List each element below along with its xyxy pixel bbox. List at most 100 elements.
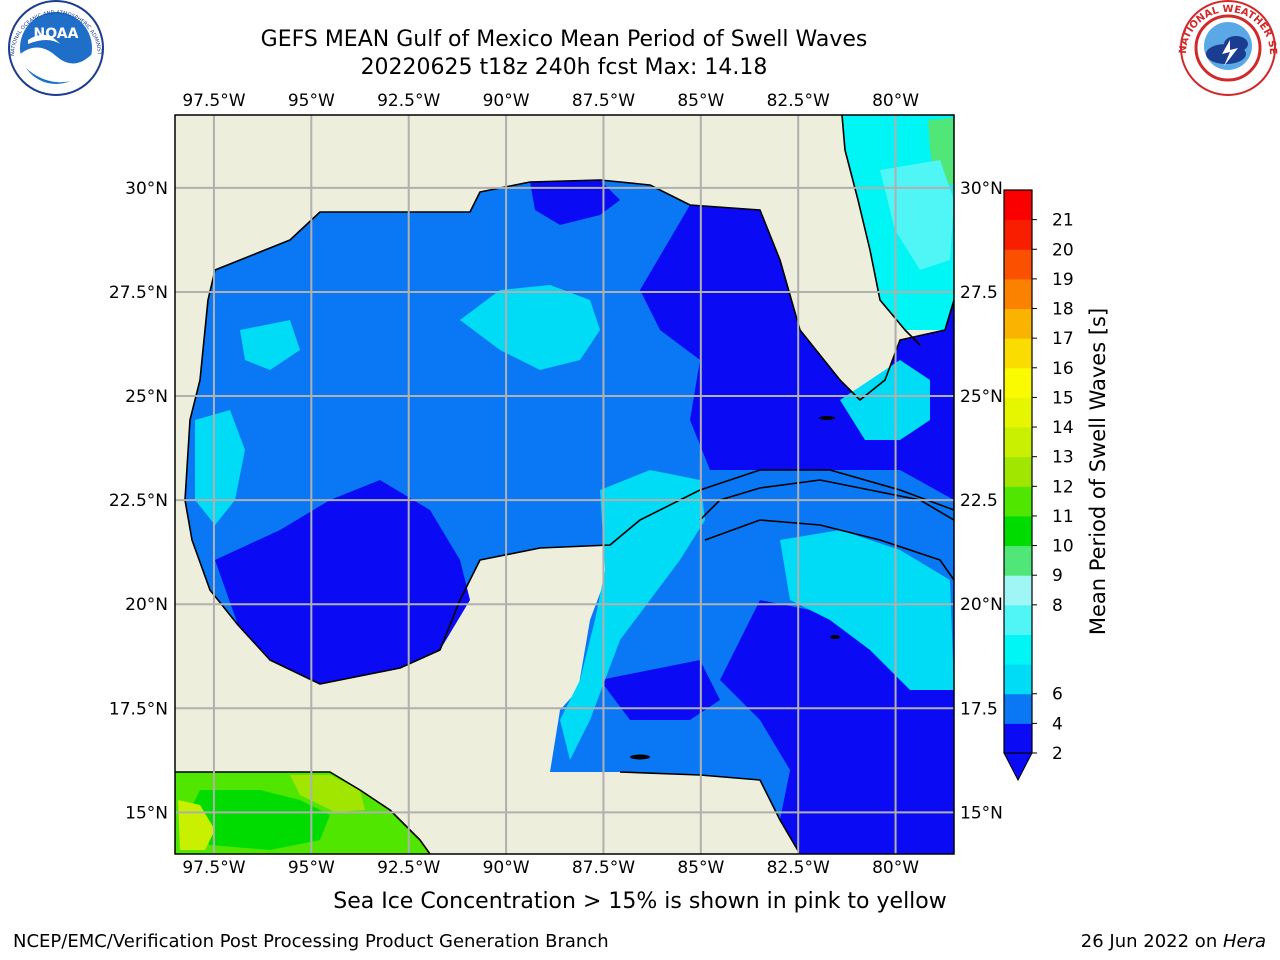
pacific-patch — [185, 790, 330, 850]
short-period-patch — [530, 180, 620, 225]
colorbar-tick-label: 9 — [1052, 566, 1063, 586]
colorbar-swatch — [1004, 367, 1032, 398]
colorbar-swatch — [1004, 397, 1032, 428]
colorbar-tick-label: 14 — [1052, 418, 1074, 438]
footer-date: 26 Jun 2022 on Hera — [1081, 931, 1266, 952]
lon-tick-label: 85°W — [677, 858, 724, 878]
colorbar-swatch — [1004, 190, 1032, 221]
mid-period-patch — [560, 470, 705, 760]
colorbar-border — [1003, 189, 1033, 754]
lon-tick-label: 82.5°W — [767, 91, 830, 111]
short-period-patch — [600, 660, 720, 720]
colorbar-swatch — [1004, 604, 1032, 635]
colorbar-tick-label: 12 — [1052, 477, 1074, 497]
swell-period-field — [175, 115, 954, 854]
coastline-cuba-south — [704, 519, 954, 581]
lat-tick-label-left: 30°N — [125, 179, 168, 199]
lat-tick-label-left: 17.5°N — [109, 699, 168, 719]
colorbar-tick-label: 4 — [1052, 714, 1063, 734]
colorbar-tick-label: 13 — [1052, 448, 1074, 468]
gridlines — [175, 115, 954, 854]
colorbar-swatch — [1004, 338, 1032, 369]
coastline-gulf — [184, 179, 954, 685]
short-period-patch — [215, 480, 470, 684]
colorbar-swatch — [1004, 486, 1032, 517]
noaa-logo: NOAA NATIONAL OCEANIC AND ATMOSPHERIC AD… — [0, 0, 104, 96]
lat-tick-label-right: 22.5 — [960, 491, 998, 511]
lat-tick-label-left: 25°N — [125, 387, 168, 407]
colorbar-tick-label: 15 — [1052, 388, 1074, 408]
mid-period-patch — [240, 320, 300, 370]
coastline-honduras — [619, 771, 801, 854]
colorbar: 2 4 6 8 9 10 11 12 13 14 15 16 17 18 19 20 21 Mean Period… — [1003, 189, 1110, 782]
lon-tick-label: 90°W — [483, 91, 530, 111]
island — [830, 635, 840, 639]
colorbar-tick-label: 6 — [1052, 685, 1063, 705]
mid-period-patch — [840, 360, 930, 440]
colorbar-tick-label: 19 — [1052, 270, 1074, 290]
chart-subtitle: 20220625 t18z 240h fcst Max: 14.18 — [360, 55, 768, 80]
colorbar-swatch — [1004, 634, 1032, 665]
colorbar-title: Mean Period of Swell Waves [s] — [1086, 308, 1110, 635]
lon-tick-label: 95°W — [288, 91, 335, 111]
colorbar-tick-label: 10 — [1052, 537, 1074, 557]
lat-tick-label-right: 17.5 — [960, 699, 998, 719]
footer-machine: Hera — [1222, 931, 1266, 952]
lon-tick-label: 90°W — [483, 858, 530, 878]
coastline-florida-east — [841, 115, 921, 346]
lon-tick-label: 97.5°W — [182, 858, 245, 878]
lat-tick-label-left: 27.5°N — [109, 283, 168, 303]
lat-tick-label-right: 15°N — [960, 803, 1003, 823]
chart-title: GEFS MEAN Gulf of Mexico Mean Period of … — [260, 27, 868, 52]
lon-tick-label: 82.5°W — [767, 858, 830, 878]
colorbar-swatch — [1004, 664, 1032, 695]
lat-tick-label-right: 20°N — [960, 595, 1003, 615]
lon-tick-label: 85°W — [677, 91, 724, 111]
lat-tick-label-left: 22.5°N — [109, 491, 168, 511]
lat-tick-label-right: 27.5 — [960, 283, 998, 303]
colorbar-tick-label: 16 — [1052, 359, 1074, 379]
sea-ice-note: Sea Ice Concentration > 15% is shown in … — [333, 889, 947, 914]
coastline-pacific — [175, 771, 431, 854]
lon-tick-label: 80°W — [872, 91, 919, 111]
colorbar-swatch — [1004, 456, 1032, 487]
colorbar-swatch — [1004, 249, 1032, 280]
svg-text:NATIONAL WEATHER SERVICE: NATIONAL WEATHER SERVICE — [0, 0, 1278, 55]
lat-tick-label-right: 30°N — [960, 179, 1003, 199]
colorbar-swatch — [1004, 575, 1032, 606]
lon-tick-label: 87.5°W — [572, 91, 635, 111]
lon-tick-label: 97.5°W — [182, 91, 245, 111]
colorbar-swatch — [1004, 515, 1032, 547]
svg-text:NOAA: NOAA — [34, 26, 79, 42]
lon-tick-label: 92.5°W — [377, 858, 440, 878]
axis-tick-labels: 97.5°W 97.5°W 95°W 95°W 92.5°W 92.5°W 90°W 90°W… — [109, 91, 1003, 878]
lon-tick-label: 92.5°W — [377, 91, 440, 111]
colorbar-swatch — [1004, 693, 1032, 724]
colorbar-swatch — [1004, 278, 1032, 310]
mid-period-patch — [460, 285, 600, 370]
footer-date-text: 26 Jun 2022 on — [1080, 931, 1223, 952]
colorbar-tick-label: 8 — [1052, 596, 1063, 616]
lon-tick-label: 95°W — [288, 858, 335, 878]
lat-tick-label-right: 25°N — [960, 387, 1003, 407]
colorbar-swatch — [1004, 545, 1032, 576]
colorbar-tick-label: 11 — [1052, 507, 1074, 527]
mid-period-patch — [780, 530, 954, 690]
colorbar-swatch — [1004, 308, 1032, 339]
footer-credit: NCEP/EMC/Verification Post Processing Pr… — [13, 931, 609, 952]
island — [819, 416, 835, 420]
colorbar-tick-label: 21 — [1052, 211, 1074, 231]
colorbar-extend-arrow — [1003, 752, 1033, 782]
colorbar-tick-label: 18 — [1052, 300, 1074, 320]
colorbar-swatch — [1004, 723, 1032, 754]
colorbar-swatch — [1004, 427, 1032, 458]
colorbar-swatch — [1004, 219, 1032, 250]
lon-tick-label: 87.5°W — [572, 858, 635, 878]
island — [630, 754, 650, 760]
colorbar-tick-label: 17 — [1052, 329, 1074, 349]
lat-tick-label-left: 20°N — [125, 595, 168, 615]
lon-tick-label: 80°W — [872, 858, 919, 878]
lat-tick-label-left: 15°N — [125, 803, 168, 823]
map-content — [175, 115, 954, 854]
